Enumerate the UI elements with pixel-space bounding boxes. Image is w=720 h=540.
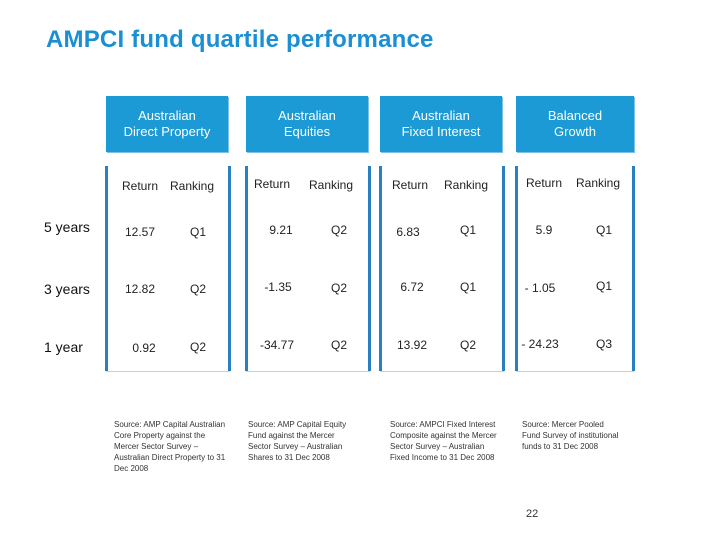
return-value: 6.83 [396,225,420,239]
page-title: AMPCI fund quartile performance [46,26,434,53]
return-value: 0.92 [132,341,156,355]
return-value: 12.57 [124,225,156,239]
subheader-return: Return [122,179,159,193]
row-label-5-years: 5 years [44,219,90,235]
ranking-value: Q2 [459,338,476,352]
subheader-ranking: Ranking [444,178,489,192]
column-header-fixed-interest: Australian Fixed Interest [380,96,502,152]
return-value: -34.77 [259,338,295,352]
return-value: 5.9 [535,223,553,237]
column-header-equities: Australian Equities [246,96,368,152]
ranking-value: Q2 [330,281,347,295]
column-box-equities [245,166,371,372]
ranking-value: Q2 [330,223,347,237]
column-header-balanced-growth: Balanced Growth [516,96,634,152]
ranking-value: Q2 [189,340,206,354]
ranking-value: Q2 [189,282,206,296]
subheader-ranking: Ranking [170,179,215,193]
ranking-value: Q1 [459,280,476,294]
return-value: -1.35 [264,280,292,294]
ranking-value: Q1 [189,225,206,239]
return-value: 6.72 [400,280,424,294]
column-box-fixed-interest [379,166,505,372]
column-box-direct-property [105,166,231,372]
source-note-balanced-growth: Source: Mercer Pooled Fund Survey of ins… [522,420,619,451]
return-value: 9.21 [269,223,293,237]
subheader-ranking: Ranking [309,178,354,192]
return-value: 12.82 [124,282,156,296]
subheader-return: Return [392,178,429,192]
source-note-fixed-interest: Source: AMPCI Fixed Interest Composite a… [390,420,497,462]
subheader-return: Return [254,177,291,191]
return-value: - 1.05 [524,281,556,295]
source-note-direct-property: Source: AMP Capital Australian Core Prop… [114,420,226,473]
ranking-value: Q1 [459,223,476,237]
source-note-equities: Source: AMP Capital Equity Fund against … [248,420,347,462]
ranking-value: Q3 [595,337,612,351]
return-value: - 24.23 [521,337,559,351]
subheader-ranking: Ranking [576,176,621,190]
ranking-value: Q1 [595,279,612,293]
row-label-1-year: 1 year [44,339,83,355]
subheader-return: Return [526,176,563,190]
row-label-3-years: 3 years [44,281,90,297]
column-box-balanced-growth [515,166,635,372]
return-value: 13.92 [396,338,428,352]
page-number: 22 [526,508,539,520]
ranking-value: Q2 [330,338,347,352]
column-header-direct-property: Australian Direct Property [106,96,228,152]
ranking-value: Q1 [595,223,612,237]
